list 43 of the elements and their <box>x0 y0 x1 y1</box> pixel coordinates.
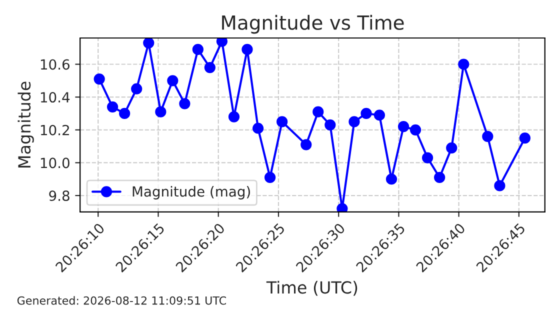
point <box>131 83 142 94</box>
point <box>106 101 118 112</box>
point <box>264 172 276 184</box>
y-tick-label: 10.2 <box>40 124 69 136</box>
point <box>458 58 470 70</box>
point <box>422 152 434 164</box>
chart-title: Magnitude vs Time <box>222 14 404 34</box>
point <box>216 38 228 47</box>
point <box>119 108 130 120</box>
point <box>228 111 240 122</box>
point <box>494 180 506 192</box>
point <box>410 124 422 136</box>
point <box>192 44 204 56</box>
point <box>398 121 410 132</box>
y-tick-label: 9.8 <box>49 190 70 202</box>
point <box>276 116 288 128</box>
y-tick-label: 10.6 <box>40 59 70 70</box>
point <box>360 108 372 120</box>
point <box>179 98 190 110</box>
point <box>374 110 386 121</box>
point <box>167 75 178 86</box>
point <box>252 122 264 134</box>
point <box>312 106 324 118</box>
point <box>324 119 336 131</box>
point <box>482 130 494 142</box>
x-axis-title: Time (UTC) <box>266 280 358 296</box>
point <box>143 38 154 48</box>
point <box>204 62 216 74</box>
y-tick-label: 10.0 <box>40 158 70 168</box>
text: Generated: 2026-08-12 11:09:51 UTC <box>17 296 226 305</box>
point <box>155 106 166 118</box>
point <box>386 174 398 185</box>
point <box>519 132 530 144</box>
point <box>242 44 253 56</box>
point <box>336 203 348 212</box>
point <box>434 172 446 184</box>
point <box>300 139 312 150</box>
legend-label: Magnitude (mag) <box>132 186 250 200</box>
point <box>94 73 105 85</box>
point <box>348 116 360 128</box>
point <box>446 142 458 154</box>
y-tick-label: 10.4 <box>40 92 70 103</box>
y-axis-title: Magnitude <box>18 82 34 168</box>
